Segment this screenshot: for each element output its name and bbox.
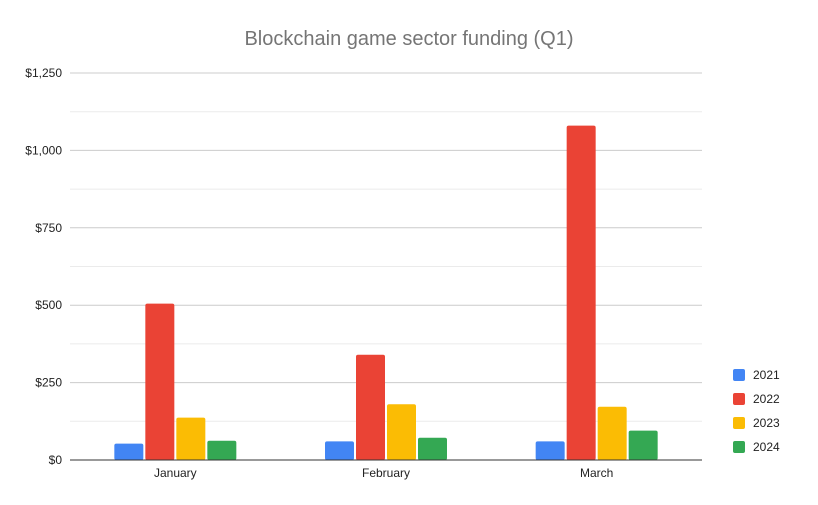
legend-label-2023: 2023	[753, 416, 780, 430]
bar-2021-february	[325, 441, 354, 460]
x-tick-label: March	[580, 466, 613, 480]
legend-swatch-2022	[733, 393, 745, 405]
bar-2021-january	[114, 443, 144, 460]
bar-2022-march	[566, 125, 596, 460]
y-tick-label: $750	[35, 221, 62, 235]
bars	[114, 125, 658, 460]
legend-label-2021: 2021	[753, 368, 780, 382]
chart-title: Blockchain game sector funding (Q1)	[244, 28, 573, 50]
bar-2023-february	[387, 404, 416, 460]
legend-label-2024: 2024	[753, 440, 780, 454]
bar-2024-january	[207, 440, 237, 460]
bar-2022-february	[356, 354, 385, 460]
bar-2023-january	[176, 417, 206, 460]
legend-swatch-2021	[733, 369, 745, 381]
bar-2021-march	[535, 441, 565, 460]
y-tick-label: $250	[35, 376, 62, 390]
legend-label-2022: 2022	[753, 392, 780, 406]
bar-2024-february	[418, 437, 447, 460]
y-tick-label: $1,000	[25, 143, 62, 157]
y-axis-ticks: $0 $250 $500 $750 $1,000 $1,250	[25, 66, 62, 467]
gridlines	[70, 72, 702, 422]
legend-swatch-2024	[733, 441, 745, 453]
y-tick-label: $500	[35, 298, 62, 312]
bar-2023-march	[597, 406, 627, 460]
y-tick-label: $1,250	[25, 66, 62, 80]
x-tick-label: January	[154, 466, 197, 480]
y-tick-label: $0	[49, 453, 63, 467]
x-tick-label: February	[362, 466, 410, 480]
x-axis-ticks: January February March	[154, 466, 613, 480]
bar-2022-january	[145, 303, 175, 460]
legend-swatch-2023	[733, 417, 745, 429]
legend: 2021 2022 2023 2024	[733, 368, 780, 454]
bar-2024-march	[628, 430, 658, 460]
